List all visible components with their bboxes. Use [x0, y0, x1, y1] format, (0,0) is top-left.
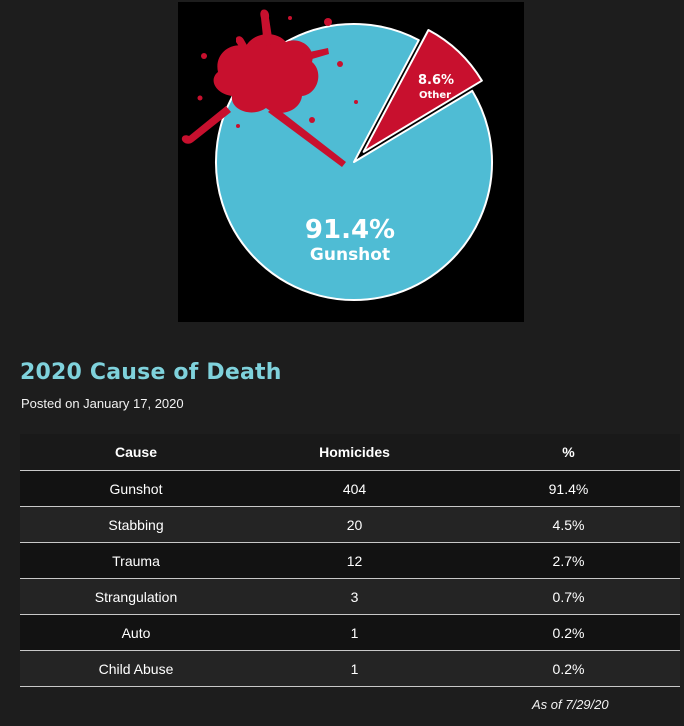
table-row: Child Abuse 1 0.2% [20, 651, 680, 687]
cell-cause: Trauma [20, 543, 252, 579]
cell-homicides: 1 [252, 615, 457, 651]
cell-cause: Auto [20, 615, 252, 651]
cell-homicides: 404 [252, 471, 457, 507]
pie-chart-image: 91.4% Gunshot 8.6% Other [178, 2, 524, 322]
as-of-note: As of 7/29/20 [532, 697, 609, 712]
cell-homicides: 20 [252, 507, 457, 543]
header-percent: % [457, 434, 680, 471]
cause-of-death-table: Cause Homicides % Gunshot 404 91.4% Stab… [20, 434, 680, 687]
cell-percent: 2.7% [457, 543, 680, 579]
cell-cause: Gunshot [20, 471, 252, 507]
cell-homicides: 3 [252, 579, 457, 615]
cell-cause: Stabbing [20, 507, 252, 543]
cell-cause: Child Abuse [20, 651, 252, 687]
posted-date: Posted on January 17, 2020 [21, 396, 184, 411]
cell-cause: Strangulation [20, 579, 252, 615]
cell-percent: 0.7% [457, 579, 680, 615]
table-row: Stabbing 20 4.5% [20, 507, 680, 543]
table-header-row: Cause Homicides % [20, 434, 680, 471]
gunshot-percent-label: 91.4% [305, 215, 395, 245]
table-row: Auto 1 0.2% [20, 615, 680, 651]
table-row: Gunshot 404 91.4% [20, 471, 680, 507]
cell-percent: 0.2% [457, 651, 680, 687]
other-name-label: Other [419, 90, 451, 101]
table-row: Trauma 12 2.7% [20, 543, 680, 579]
other-percent-label: 8.6% [418, 73, 454, 88]
cell-percent: 4.5% [457, 507, 680, 543]
cell-percent: 0.2% [457, 615, 680, 651]
table-row: Strangulation 3 0.7% [20, 579, 680, 615]
header-homicides: Homicides [252, 434, 457, 471]
header-cause: Cause [20, 434, 252, 471]
cell-homicides: 12 [252, 543, 457, 579]
pie-chart: 91.4% Gunshot 8.6% Other [178, 2, 524, 322]
gunshot-name-label: Gunshot [310, 245, 390, 265]
cell-homicides: 1 [252, 651, 457, 687]
cell-percent: 91.4% [457, 471, 680, 507]
page-title: 2020 Cause of Death [20, 360, 282, 385]
